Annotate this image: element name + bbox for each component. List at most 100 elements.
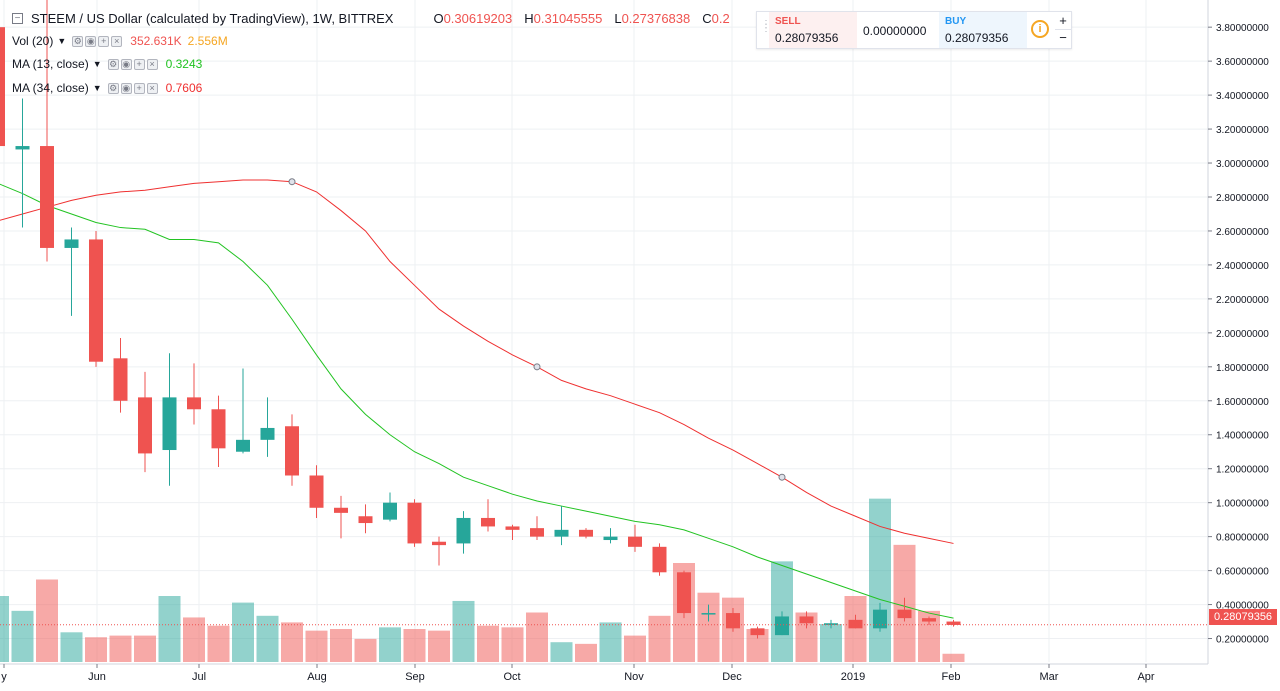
candle bbox=[260, 397, 275, 457]
spread-value: 0.00000000 bbox=[863, 24, 927, 38]
volume-bar bbox=[624, 635, 646, 662]
settings-icon[interactable]: ⚙ bbox=[107, 58, 119, 70]
legend-ma13[interactable]: MA (13, close) ▼ ⚙ ◉ + × 0.3243 bbox=[12, 56, 202, 72]
candle-body bbox=[677, 572, 691, 614]
volume-value: 352.631K bbox=[130, 34, 182, 48]
candle-body bbox=[113, 358, 128, 401]
volume-bar bbox=[256, 615, 279, 662]
quantity-decrease-button[interactable]: − bbox=[1059, 30, 1067, 45]
close-icon[interactable]: × bbox=[111, 35, 123, 47]
buy-price: 0.28079356 bbox=[945, 31, 1009, 45]
candle bbox=[138, 371, 152, 473]
candle bbox=[383, 492, 397, 522]
time-tick-label: Feb bbox=[942, 671, 961, 683]
sell-button[interactable]: SELL 0.28079356 bbox=[769, 12, 857, 48]
volume-bar bbox=[428, 630, 450, 662]
ma34-value: 0.7606 bbox=[165, 81, 203, 95]
volume-bar bbox=[134, 635, 156, 662]
candle bbox=[505, 524, 520, 541]
volume-bar bbox=[158, 596, 181, 662]
candle bbox=[603, 528, 618, 544]
price-tick-label: 2.20000000 bbox=[1216, 295, 1269, 306]
close-icon[interactable]: × bbox=[146, 58, 158, 70]
ma-marker bbox=[778, 473, 786, 481]
eye-icon[interactable]: ◉ bbox=[120, 82, 132, 94]
time-tick-label: Mar bbox=[1040, 671, 1059, 683]
sell-price: 0.28079356 bbox=[775, 31, 839, 45]
candle bbox=[824, 619, 838, 629]
volume-bar bbox=[575, 643, 597, 662]
price-tick-label: 1.40000000 bbox=[1216, 431, 1269, 442]
candle bbox=[848, 614, 863, 629]
open-value: 0.30619203 bbox=[443, 10, 513, 26]
plus-icon[interactable]: + bbox=[133, 82, 145, 94]
ma34-label: MA (34, close) bbox=[12, 81, 89, 95]
candle bbox=[652, 543, 667, 576]
legend-ma34[interactable]: MA (34, close) ▼ ⚙ ◉ + × 0.7606 bbox=[12, 80, 202, 96]
time-tick-label: Aug bbox=[307, 671, 327, 683]
drag-handle-icon[interactable]: ⋮ ⋮ bbox=[761, 19, 771, 34]
time-tick-label: Oct bbox=[503, 671, 520, 683]
candle-body bbox=[652, 546, 667, 573]
close-label: C bbox=[702, 10, 712, 26]
eye-icon[interactable]: ◉ bbox=[120, 58, 132, 70]
open-label: O bbox=[433, 10, 444, 26]
chevron-down-icon[interactable]: ▼ bbox=[92, 83, 102, 93]
time-tick-label: Dec bbox=[722, 671, 742, 683]
candle bbox=[15, 98, 30, 228]
candle bbox=[309, 465, 324, 518]
high-label: H bbox=[524, 10, 534, 26]
candle-body bbox=[799, 616, 814, 624]
candle bbox=[579, 528, 593, 539]
chart-axes: 3.80000000 3.60000000 3.40000000 3.20000000… bbox=[0, 0, 1269, 683]
candle-body bbox=[211, 409, 226, 449]
candle-body bbox=[236, 439, 250, 452]
candle bbox=[799, 611, 814, 629]
plus-icon[interactable]: + bbox=[133, 58, 145, 70]
ma-marker bbox=[288, 178, 296, 186]
price-tick-label: 2.40000000 bbox=[1216, 261, 1269, 272]
candle-body bbox=[554, 529, 569, 537]
volume-bar bbox=[942, 653, 965, 662]
buy-button[interactable]: BUY 0.28079356 bbox=[939, 12, 1027, 48]
indicator-controls: ⚙ ◉ + × bbox=[107, 58, 158, 70]
volume-bar bbox=[746, 629, 769, 662]
ohlc-values: O0.30619203 H0.31045555 L0.27376838 C0.2 bbox=[433, 11, 729, 26]
plus-icon[interactable]: + bbox=[98, 35, 110, 47]
price-tick-label: 0.20000000 bbox=[1216, 635, 1269, 646]
price-tick-label: 3.80000000 bbox=[1216, 23, 1269, 34]
settings-icon[interactable]: ⚙ bbox=[107, 82, 119, 94]
candle bbox=[89, 230, 103, 367]
candle-body bbox=[383, 502, 397, 520]
chevron-down-icon[interactable]: ▼ bbox=[92, 59, 102, 69]
candle bbox=[922, 616, 936, 625]
price-tick-label: 3.00000000 bbox=[1216, 159, 1269, 170]
buy-label: BUY bbox=[945, 16, 967, 27]
eye-icon[interactable]: ◉ bbox=[85, 35, 97, 47]
volume-bar bbox=[354, 638, 377, 662]
candle-body bbox=[946, 621, 961, 625]
candle-body bbox=[775, 616, 789, 636]
minus-square-icon[interactable]: − bbox=[12, 12, 23, 24]
volume-bar bbox=[36, 579, 58, 662]
settings-icon[interactable]: ⚙ bbox=[72, 35, 84, 47]
legend-volume[interactable]: Vol (20) ▼ ⚙ ◉ + × 352.631K 2.556M bbox=[12, 33, 228, 49]
quantity-increase-button[interactable]: + bbox=[1055, 13, 1071, 30]
candle bbox=[897, 597, 912, 622]
price-tick-label: 2.60000000 bbox=[1216, 227, 1269, 238]
candle-body bbox=[481, 517, 495, 527]
price-tick-label: 0.40000000 bbox=[1216, 601, 1269, 612]
candle bbox=[64, 227, 79, 316]
price-tick-label: 0.60000000 bbox=[1216, 567, 1269, 578]
indicator-controls: ⚙ ◉ + × bbox=[107, 82, 158, 94]
symbol-title[interactable]: STEEM / US Dollar (calculated by Trading… bbox=[31, 10, 394, 26]
close-icon[interactable]: × bbox=[146, 82, 158, 94]
candle-body bbox=[138, 397, 152, 454]
info-icon[interactable]: i bbox=[1031, 20, 1049, 38]
ma13-line bbox=[0, 183, 954, 619]
price-tick-label: 0.80000000 bbox=[1216, 533, 1269, 544]
chevron-down-icon[interactable]: ▼ bbox=[57, 36, 67, 46]
price-tick-label: 3.20000000 bbox=[1216, 125, 1269, 136]
candle bbox=[481, 499, 495, 532]
